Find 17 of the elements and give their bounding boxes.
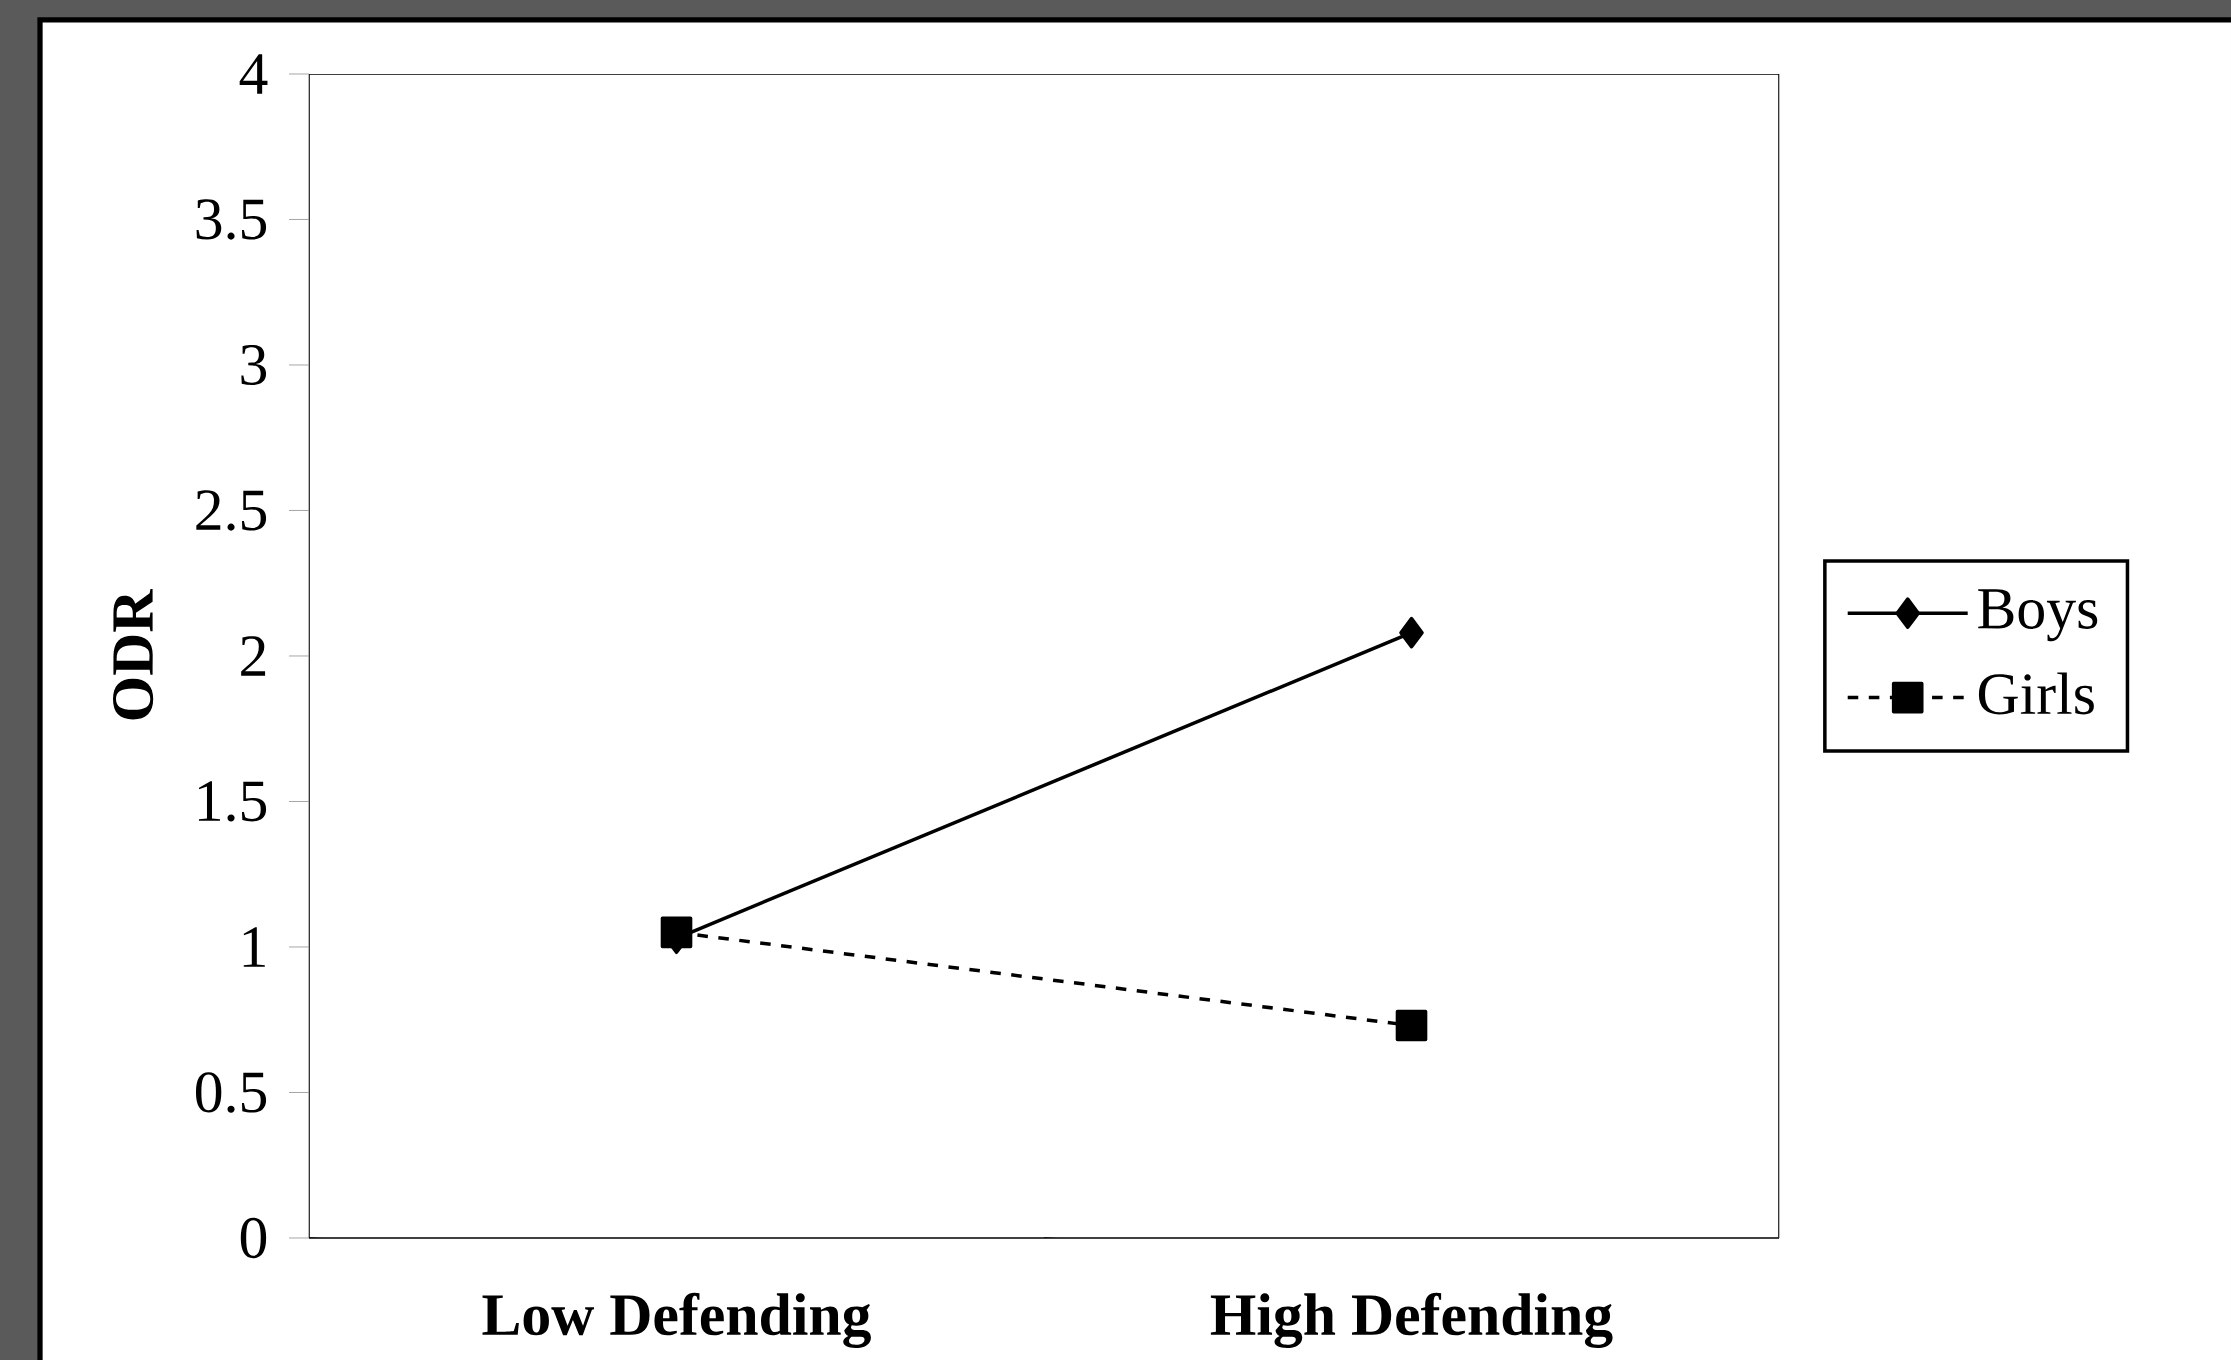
x-tick-label: High Defending bbox=[1210, 1292, 1613, 1348]
y-tick-label: 2 bbox=[241, 636, 266, 676]
y-tick-label: 2.5 bbox=[196, 490, 267, 531]
y-axis-title: ODR bbox=[113, 589, 154, 720]
legend-label: Girls bbox=[1978, 672, 2094, 715]
y-tick-label: 3 bbox=[241, 344, 267, 386]
y-tick-label: 1 bbox=[243, 927, 265, 967]
point bbox=[660, 916, 693, 949]
y-tick-label: 0.5 bbox=[195, 1072, 267, 1113]
point bbox=[1395, 1009, 1428, 1042]
x-tick-label: Low Defending bbox=[482, 1292, 871, 1348]
y-tick-label: 0 bbox=[240, 1217, 267, 1259]
y-tick-label: 4 bbox=[239, 54, 268, 94]
legend-label: Boys bbox=[1978, 589, 2098, 642]
y-tick-label: 1.5 bbox=[198, 781, 267, 822]
y-tick-label: 3.5 bbox=[196, 199, 267, 240]
point bbox=[1399, 616, 1424, 649]
